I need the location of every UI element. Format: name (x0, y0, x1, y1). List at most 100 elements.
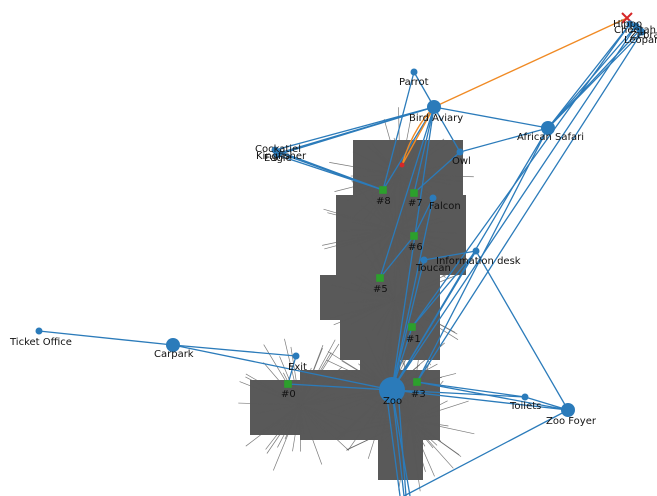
waypoint-wp3[interactable] (413, 378, 421, 386)
waypoint-wp7[interactable] (410, 189, 418, 197)
laser-scan-ray (394, 299, 424, 305)
laser-scan-ray (299, 345, 324, 406)
laser-scan-ray (394, 229, 421, 246)
waypoint-wp5[interactable] (376, 274, 384, 282)
laser-scan-ray (297, 404, 301, 429)
label-wp6: #6 (408, 242, 423, 253)
node-carpark[interactable] (166, 338, 180, 352)
graph-edge (413, 197, 434, 237)
laser-scan-ray (299, 404, 318, 429)
graph-edge (382, 71, 415, 191)
laser-scan-ray (409, 419, 475, 435)
laser-scan-ray (245, 376, 301, 406)
laser-scan-ray (398, 174, 401, 222)
label-zoo-foyer: Zoo Foyer (546, 416, 597, 427)
graph-labels: Zoo Bird Aviary African Safari Carpark Zoo F… (9, 19, 657, 427)
node-ticket-office[interactable] (35, 327, 43, 335)
node-owl[interactable] (456, 148, 464, 156)
laser-scan-ray (346, 419, 411, 451)
node-toucan[interactable] (420, 256, 428, 264)
node-leopard[interactable] (638, 28, 646, 36)
graph-edge (379, 106, 435, 279)
graph-edge (423, 250, 477, 261)
graph-edge (413, 106, 435, 194)
node-hippo[interactable] (626, 20, 634, 28)
node-toilets[interactable] (521, 393, 529, 401)
laser-scan-ray (394, 299, 441, 346)
graph-edge (172, 344, 393, 391)
laser-scan-ray (284, 404, 301, 440)
laser-scan-ray (355, 275, 396, 301)
laser-scan-ray (394, 229, 411, 277)
laser-scan-ray (394, 299, 459, 340)
label-cockatiel: Cockatiel (255, 144, 301, 155)
laser-scan-ray (399, 161, 463, 176)
laser-scan-ray (409, 360, 419, 421)
laser-scan-ray (393, 244, 396, 301)
robot-position-icon (399, 162, 405, 168)
laser-scan-ray (361, 274, 396, 301)
laser-scan-ray (370, 229, 396, 266)
graph-edge (416, 381, 569, 411)
laser-scan-ray (299, 404, 325, 417)
laser-scan-ray (331, 284, 396, 301)
laser-scan-ray (323, 208, 396, 231)
label-owl: Owl (452, 156, 471, 167)
laser-scan-ray (409, 419, 426, 435)
node-exit[interactable] (292, 352, 300, 360)
laser-scan-ray (299, 404, 362, 423)
graph-nodes (35, 20, 646, 417)
laser-scan-ray (362, 299, 396, 307)
graph-edge (391, 389, 569, 411)
laser-scan-ray (402, 419, 411, 448)
label-zebra: Zebra (630, 30, 657, 41)
node-zoo[interactable] (379, 377, 405, 403)
graph-edge (391, 389, 411, 496)
laser-scan-ray (384, 229, 396, 249)
label-toucan: Toucan (415, 263, 451, 274)
node-african-safari[interactable] (541, 121, 555, 135)
label-wp3: #3 (411, 389, 426, 400)
laser-scan-ray (299, 390, 368, 406)
laser-scan-ray (333, 299, 396, 326)
label-carpark: Carpark (154, 349, 194, 360)
laser-scan-ray (379, 174, 401, 248)
laser-scan-ray (256, 404, 301, 414)
waypoint-wp0[interactable] (284, 380, 292, 388)
node-parrot[interactable] (410, 68, 418, 76)
node-zoo-foyer[interactable] (561, 403, 575, 417)
laser-scan-ray (409, 419, 435, 477)
laser-scan-ray (352, 151, 401, 176)
waypoint-wp1[interactable] (408, 323, 416, 331)
laser-scan-ray (381, 299, 396, 362)
graph-edge (391, 197, 434, 391)
label-wp0: #0 (281, 389, 296, 400)
label-exit: Exit (288, 362, 307, 373)
laser-scan-ray (399, 394, 411, 421)
waypoint-wp6[interactable] (410, 232, 418, 240)
graph-edge (391, 389, 405, 496)
laser-scan-ray (350, 299, 396, 325)
laser-scan-ray (367, 170, 401, 176)
laser-scan-ray (325, 389, 391, 412)
laser-scan-ray (374, 292, 396, 301)
laser-scan-ray (394, 299, 407, 320)
laser-scan-ray (399, 142, 449, 176)
waypoint-wp8[interactable] (379, 186, 387, 194)
node-information-desk[interactable] (472, 247, 480, 255)
node-bird-aviary[interactable] (427, 100, 441, 114)
laser-scan-ray (299, 404, 349, 451)
laser-scan-ray (398, 419, 411, 491)
graph-edge (172, 344, 297, 357)
node-falcon[interactable] (429, 194, 437, 202)
laser-scan-ray (409, 419, 426, 472)
laser-scan-ray (245, 404, 301, 447)
laser-scan-ray (409, 399, 416, 421)
laser-scan-ray (394, 242, 442, 301)
laser-scan-ray (299, 404, 305, 435)
graph-edge (547, 31, 643, 129)
laser-scan-ray (399, 174, 415, 191)
node-eagle[interactable] (273, 151, 281, 159)
graph-edge (416, 31, 643, 383)
